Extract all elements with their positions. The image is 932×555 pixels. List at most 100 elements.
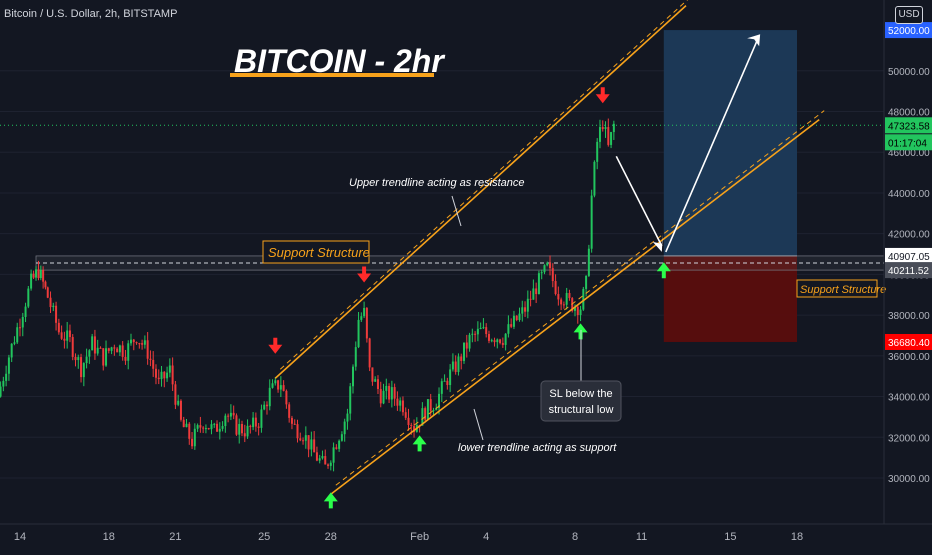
candle-body (476, 328, 479, 335)
candle-body (55, 305, 58, 323)
candle-body (296, 424, 299, 439)
candle-body (271, 383, 274, 388)
candle-body (232, 412, 235, 416)
candle-body (110, 347, 113, 351)
candle-body (257, 426, 260, 428)
candle-body (352, 366, 354, 387)
y-tick-label: 36000.00 (888, 352, 930, 363)
support-structure-label: Support Structure (268, 245, 370, 260)
candle-body (63, 338, 66, 341)
candle-body (612, 123, 615, 133)
projection-arrow-down (615, 155, 663, 247)
candle-body (537, 273, 540, 295)
candle-body (507, 324, 510, 334)
candle-body (263, 404, 266, 410)
candle-body (96, 347, 99, 354)
candle-body (321, 456, 324, 459)
candle-body (457, 356, 460, 372)
candle-body (385, 385, 388, 391)
candle-body (463, 342, 465, 361)
candle-body (579, 309, 582, 316)
candle-body (396, 398, 399, 406)
tag-support-bg (885, 262, 932, 279)
lower-trendline-note: lower trendline acting as support (458, 442, 617, 454)
candle-body (274, 380, 277, 384)
candle-body (35, 269, 38, 278)
candle-body (193, 428, 196, 447)
candle-body (241, 424, 243, 434)
candle-body (179, 400, 182, 420)
candle-body (88, 350, 91, 357)
candle-body (465, 342, 468, 349)
candle-body (304, 435, 307, 441)
sl-note-box (540, 380, 622, 422)
candle-body (135, 342, 138, 344)
x-tick-label: 18 (103, 531, 115, 543)
candle-body (174, 384, 177, 405)
candle-body (171, 365, 174, 385)
candle-body (343, 421, 346, 435)
candle-body (216, 423, 219, 432)
candle-body (154, 368, 157, 378)
candle-body (593, 161, 596, 196)
candle-body (401, 400, 404, 413)
candles (0, 118, 615, 472)
candle-body (438, 393, 441, 409)
candle-body (204, 428, 207, 430)
up-arrow-marker (656, 262, 671, 279)
candle-body (74, 356, 77, 361)
candle-body (587, 248, 590, 276)
candle-body (143, 340, 146, 345)
candle-body (554, 281, 557, 295)
candle-body (32, 273, 35, 278)
candle-body (449, 369, 452, 386)
candle-body (424, 408, 427, 420)
candle-body (30, 273, 33, 289)
candle-body (360, 316, 363, 320)
candle-body (307, 435, 310, 450)
candle-body (540, 272, 543, 274)
upper-trendline-dashed (279, 0, 689, 370)
candle-body (371, 367, 374, 382)
candle-body (99, 347, 102, 349)
candle-body (604, 127, 607, 130)
time-axis[interactable]: 14 18 21 25 28 Feb 4 8 11 15 18 (14, 531, 803, 543)
candle-body (546, 262, 549, 266)
candle-body (254, 417, 257, 427)
candle-body (576, 306, 579, 316)
x-tick-label: 25 (258, 531, 270, 543)
symbol-header: Bitcoin / U.S. Dollar, 2h, BITSTAMP (4, 8, 178, 20)
candle-body (365, 307, 368, 339)
price-tags: 52000.00 47323.58 01:17:04 40907.05 40211.52… (885, 22, 932, 350)
candle-body (485, 327, 488, 335)
x-tick-label: 28 (325, 531, 337, 543)
candle-body (21, 316, 24, 328)
candle-body (376, 379, 379, 389)
candle-body (207, 428, 210, 430)
candle-body (388, 385, 391, 400)
candle-body (177, 400, 180, 405)
candle-body (252, 417, 255, 428)
candle-body (290, 417, 293, 424)
candle-body (52, 305, 55, 308)
candle-body (168, 365, 171, 373)
candle-body (288, 404, 291, 418)
candle-body (213, 423, 216, 425)
candle-body (77, 357, 80, 361)
candle-body (16, 327, 19, 343)
candle-body (149, 358, 152, 360)
candle-body (607, 127, 610, 145)
candle-body (85, 356, 88, 364)
candle-body (199, 425, 202, 428)
candle-body (354, 347, 357, 367)
candle-body (44, 281, 47, 288)
sl-note-line1: SL below the (549, 388, 612, 400)
y-tick-label: 48000.00 (888, 108, 930, 119)
currency-button[interactable]: USD (895, 6, 923, 24)
candle-body (551, 268, 554, 282)
target-zone (663, 30, 797, 256)
candle-body (393, 387, 396, 399)
candle-body (574, 306, 576, 311)
